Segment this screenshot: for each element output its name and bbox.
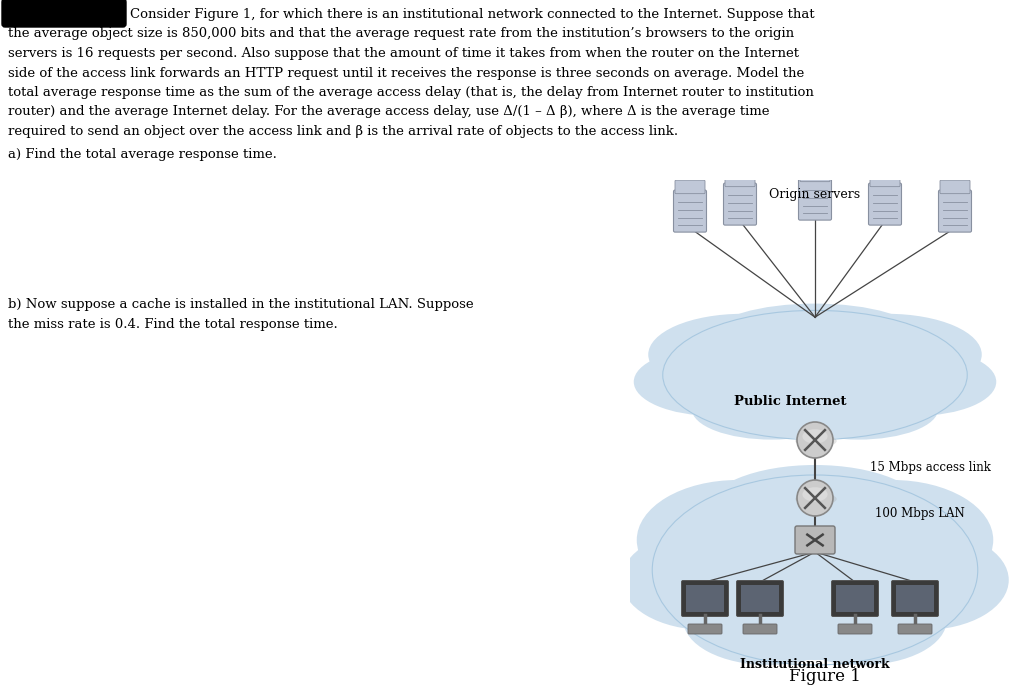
Ellipse shape xyxy=(779,378,938,440)
Text: Institutional network: Institutional network xyxy=(741,658,890,671)
FancyBboxPatch shape xyxy=(940,180,970,194)
FancyBboxPatch shape xyxy=(938,190,971,232)
Ellipse shape xyxy=(692,378,851,440)
Ellipse shape xyxy=(792,480,993,600)
FancyBboxPatch shape xyxy=(892,580,938,616)
FancyBboxPatch shape xyxy=(868,183,901,225)
Ellipse shape xyxy=(648,314,836,395)
Text: total average response time as the sum of the average access delay (that is, the: total average response time as the sum o… xyxy=(8,86,814,99)
FancyBboxPatch shape xyxy=(831,580,879,616)
Circle shape xyxy=(797,422,833,458)
Ellipse shape xyxy=(838,530,1008,630)
Ellipse shape xyxy=(793,314,982,395)
FancyBboxPatch shape xyxy=(870,173,900,186)
FancyBboxPatch shape xyxy=(674,190,707,232)
FancyBboxPatch shape xyxy=(2,0,126,27)
FancyBboxPatch shape xyxy=(795,526,835,554)
FancyBboxPatch shape xyxy=(675,180,705,194)
Text: b) Now suppose a cache is installed in the institutional LAN. Suppose: b) Now suppose a cache is installed in t… xyxy=(8,298,474,311)
FancyBboxPatch shape xyxy=(688,624,722,634)
FancyBboxPatch shape xyxy=(838,624,872,634)
Text: the miss rate is 0.4. Find the total response time.: the miss rate is 0.4. Find the total res… xyxy=(8,318,338,331)
Ellipse shape xyxy=(714,304,917,365)
Ellipse shape xyxy=(683,575,854,665)
Text: required to send an object over the access link and β is the arrival rate of obj: required to send an object over the acce… xyxy=(8,125,678,138)
Ellipse shape xyxy=(707,465,924,555)
Ellipse shape xyxy=(670,314,960,436)
FancyBboxPatch shape xyxy=(725,173,755,186)
FancyBboxPatch shape xyxy=(896,585,934,612)
FancyBboxPatch shape xyxy=(741,585,779,612)
Text: 15 Mbps access link: 15 Mbps access link xyxy=(870,462,991,475)
FancyBboxPatch shape xyxy=(800,168,830,181)
Text: Public Internet: Public Internet xyxy=(733,395,847,408)
Text: servers is 16 requests per second. Also suppose that the amount of time it takes: servers is 16 requests per second. Also … xyxy=(8,47,799,60)
Circle shape xyxy=(797,480,833,516)
FancyBboxPatch shape xyxy=(836,585,874,612)
Text: the average object size is 850,000 bits and that the average request rate from t: the average object size is 850,000 bits … xyxy=(8,28,794,41)
Ellipse shape xyxy=(802,487,827,502)
Ellipse shape xyxy=(795,435,836,447)
FancyBboxPatch shape xyxy=(736,580,784,616)
Ellipse shape xyxy=(802,429,827,444)
Text: 100 Mbps LAN: 100 Mbps LAN xyxy=(876,506,965,520)
Ellipse shape xyxy=(660,480,970,660)
Ellipse shape xyxy=(621,530,792,630)
Text: router) and the average Internet delay. For the average access delay, use Δ/(1 –: router) and the average Internet delay. … xyxy=(8,106,769,119)
Ellipse shape xyxy=(637,480,838,600)
FancyBboxPatch shape xyxy=(743,624,777,634)
FancyBboxPatch shape xyxy=(682,580,728,616)
FancyBboxPatch shape xyxy=(898,624,932,634)
Ellipse shape xyxy=(633,348,793,416)
Text: Origin servers: Origin servers xyxy=(769,188,860,201)
Ellipse shape xyxy=(795,493,836,505)
FancyBboxPatch shape xyxy=(798,178,831,220)
Text: side of the access link forwards an HTTP request until it receives the response : side of the access link forwards an HTTP… xyxy=(8,66,804,79)
FancyBboxPatch shape xyxy=(686,585,724,612)
Text: Consider Figure 1, for which there is an institutional network connected to the : Consider Figure 1, for which there is an… xyxy=(130,8,815,21)
Ellipse shape xyxy=(836,348,996,416)
Ellipse shape xyxy=(777,575,947,665)
Text: a) Find the total average response time.: a) Find the total average response time. xyxy=(8,148,277,161)
FancyBboxPatch shape xyxy=(723,183,756,225)
Text: Figure 1: Figure 1 xyxy=(789,668,861,685)
